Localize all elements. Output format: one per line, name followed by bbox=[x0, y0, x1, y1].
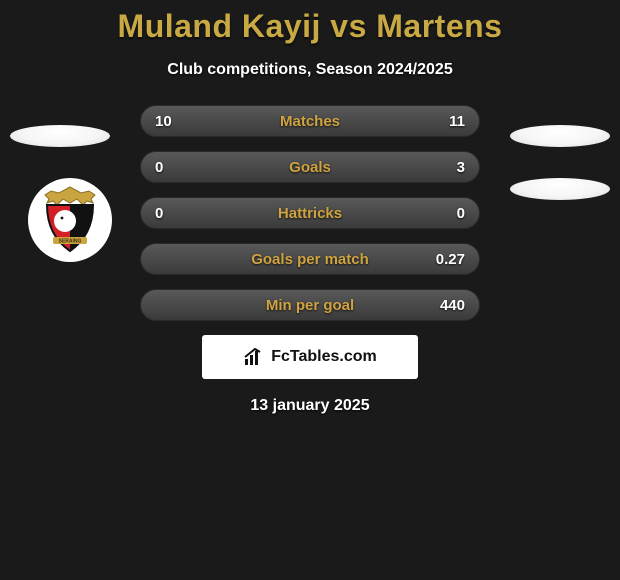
date-label: 13 january 2025 bbox=[0, 397, 620, 415]
stat-label: Goals per match bbox=[251, 251, 369, 268]
club-emblem-seraing: SERAING bbox=[28, 178, 112, 262]
club-logo-placeholder-left-1 bbox=[10, 125, 110, 147]
brand-badge[interactable]: FcTables.com bbox=[202, 335, 418, 379]
stat-row-goals: 0 Goals 3 bbox=[140, 151, 480, 183]
stat-label: Min per goal bbox=[266, 297, 354, 314]
stat-right-value: 0 bbox=[457, 205, 465, 222]
stat-right-value: 3 bbox=[457, 159, 465, 176]
stat-row-hattricks: 0 Hattricks 0 bbox=[140, 197, 480, 229]
club-logo-placeholder-right-1 bbox=[510, 125, 610, 147]
page-subtitle: Club competitions, Season 2024/2025 bbox=[0, 61, 620, 79]
bar-chart-icon bbox=[243, 347, 265, 367]
page-title: Muland Kayij vs Martens bbox=[0, 0, 620, 45]
shield-crest-icon: SERAING bbox=[39, 185, 101, 255]
stat-left-value: 0 bbox=[155, 205, 163, 222]
club-logo-placeholder-right-2 bbox=[510, 178, 610, 200]
brand-text: FcTables.com bbox=[271, 348, 377, 366]
stat-row-matches: 10 Matches 11 bbox=[140, 105, 480, 137]
stat-right-value: 440 bbox=[440, 297, 465, 314]
stat-right-value: 0.27 bbox=[436, 251, 465, 268]
emblem-label: SERAING bbox=[59, 239, 82, 245]
stat-right-value: 11 bbox=[449, 113, 465, 130]
stat-label: Matches bbox=[280, 113, 340, 130]
stat-row-goals-per-match: Goals per match 0.27 bbox=[140, 243, 480, 275]
stat-left-value: 10 bbox=[155, 113, 172, 130]
stat-left-value: 0 bbox=[155, 159, 163, 176]
stat-label: Hattricks bbox=[278, 205, 342, 222]
stat-row-min-per-goal: Min per goal 440 bbox=[140, 289, 480, 321]
stat-label: Goals bbox=[289, 159, 331, 176]
